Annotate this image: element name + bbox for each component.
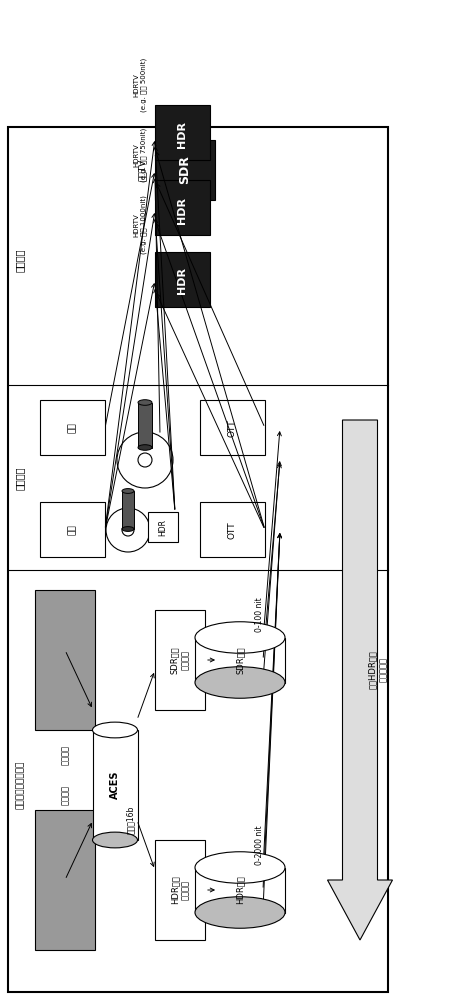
Bar — [195, 867, 285, 912]
Ellipse shape — [195, 852, 285, 883]
Text: 广播: 广播 — [67, 423, 77, 433]
Text: HDR: HDR — [158, 518, 168, 536]
Text: SDR母盘
制作系统: SDR母盘 制作系统 — [170, 646, 190, 674]
Text: HDR母盘: HDR母盘 — [236, 876, 244, 904]
Text: 半浮动16b: 半浮动16b — [126, 806, 134, 834]
FancyArrow shape — [328, 420, 393, 940]
Bar — [40, 400, 105, 455]
Text: HDR: HDR — [177, 196, 187, 224]
Text: HDR: HDR — [177, 121, 187, 148]
Ellipse shape — [195, 897, 285, 928]
Ellipse shape — [195, 667, 285, 698]
Bar — [35, 590, 95, 730]
Text: HDR母盘
制作系统: HDR母盘 制作系统 — [170, 876, 190, 904]
Ellipse shape — [122, 527, 134, 531]
Bar — [8, 127, 388, 992]
Bar — [148, 512, 178, 542]
Text: SDR: SDR — [178, 156, 192, 184]
Text: 广播: 广播 — [67, 525, 77, 535]
Text: 存在HDR方式
改变的风险: 存在HDR方式 改变的风险 — [368, 651, 388, 689]
Text: 用户TV: 用户TV — [138, 159, 146, 181]
Ellipse shape — [138, 445, 152, 450]
Ellipse shape — [195, 622, 285, 653]
Bar — [122, 491, 134, 529]
Text: 0-100 nit: 0-100 nit — [255, 598, 265, 632]
Bar — [155, 840, 205, 940]
Text: ACES: ACES — [110, 771, 120, 799]
Circle shape — [117, 432, 173, 488]
Bar — [155, 105, 210, 160]
Bar — [155, 140, 215, 200]
Text: HDR: HDR — [177, 266, 187, 294]
Ellipse shape — [138, 400, 152, 405]
Text: OTT: OTT — [227, 521, 237, 539]
Text: OTT: OTT — [227, 419, 237, 437]
Bar — [92, 730, 138, 840]
Bar — [40, 502, 105, 557]
Text: SDR母盘: SDR母盘 — [236, 646, 244, 674]
Bar — [138, 402, 152, 448]
Ellipse shape — [122, 489, 134, 493]
Text: 胶片捕捉: 胶片捕捉 — [61, 745, 69, 765]
Bar — [155, 610, 205, 710]
Circle shape — [138, 453, 152, 467]
Ellipse shape — [92, 722, 138, 738]
Text: HDRTV
(e.g. 峰值 500nit): HDRTV (e.g. 峰值 500nit) — [133, 58, 147, 112]
Bar — [200, 400, 265, 455]
Text: 显示方法: 显示方法 — [15, 248, 25, 272]
Text: HDRTV
(e.g. 峰值 1000nit): HDRTV (e.g. 峰值 1000nit) — [133, 196, 147, 254]
Text: 创建侧（分发母盘）: 创建侧（分发母盘） — [16, 761, 24, 809]
Ellipse shape — [92, 832, 138, 848]
Text: 数字捕捉: 数字捕捉 — [61, 785, 69, 805]
Text: HDRTV
(e.g. 峰值 750nit): HDRTV (e.g. 峰值 750nit) — [133, 128, 147, 182]
Circle shape — [122, 524, 134, 536]
Bar — [155, 252, 210, 307]
Text: 0-2000 nit: 0-2000 nit — [255, 825, 265, 865]
Bar — [155, 180, 210, 235]
Bar — [35, 810, 95, 950]
Bar — [200, 502, 265, 557]
Bar — [195, 638, 285, 682]
Circle shape — [106, 508, 150, 552]
Text: 分发方法: 分发方法 — [15, 466, 25, 490]
